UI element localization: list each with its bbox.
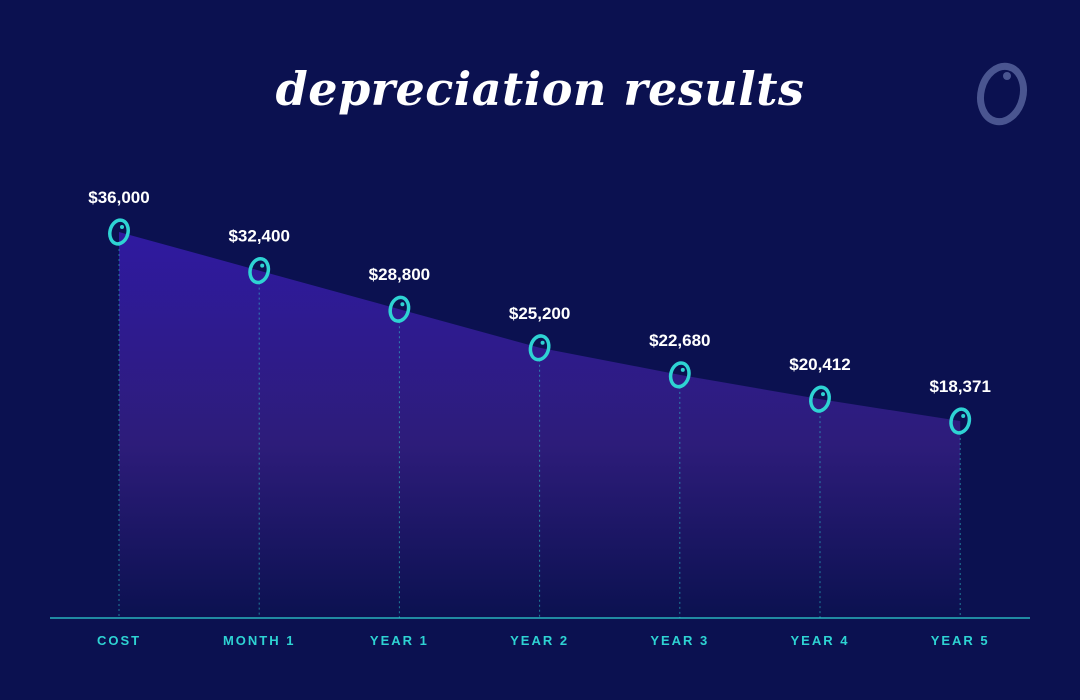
value-label: $20,412 <box>789 355 850 374</box>
data-point-marker <box>668 361 691 389</box>
x-tick-label: YEAR 5 <box>931 633 990 648</box>
data-point-marker <box>949 407 972 435</box>
x-tick-label: YEAR 3 <box>650 633 709 648</box>
x-tick-label: YEAR 2 <box>510 633 569 648</box>
value-label: $22,680 <box>649 331 710 350</box>
data-point-marker <box>108 218 130 246</box>
data-point-marker <box>388 295 411 323</box>
value-label: $28,800 <box>369 265 430 284</box>
data-point-marker <box>528 334 551 362</box>
data-point-marker <box>248 257 271 285</box>
value-label: $36,000 <box>88 188 149 207</box>
x-tick-label: MONTH 1 <box>223 633 296 648</box>
chart-title: depreciation results <box>275 62 805 116</box>
data-point-marker <box>809 385 831 413</box>
value-label: $25,200 <box>509 304 570 323</box>
x-tick-label: YEAR 4 <box>791 633 850 648</box>
value-label: $18,371 <box>929 377 990 396</box>
x-tick-label: COST <box>97 633 141 648</box>
x-tick-label: YEAR 1 <box>370 633 429 648</box>
o-logo-icon <box>977 62 1027 126</box>
value-label: $32,400 <box>228 227 289 246</box>
